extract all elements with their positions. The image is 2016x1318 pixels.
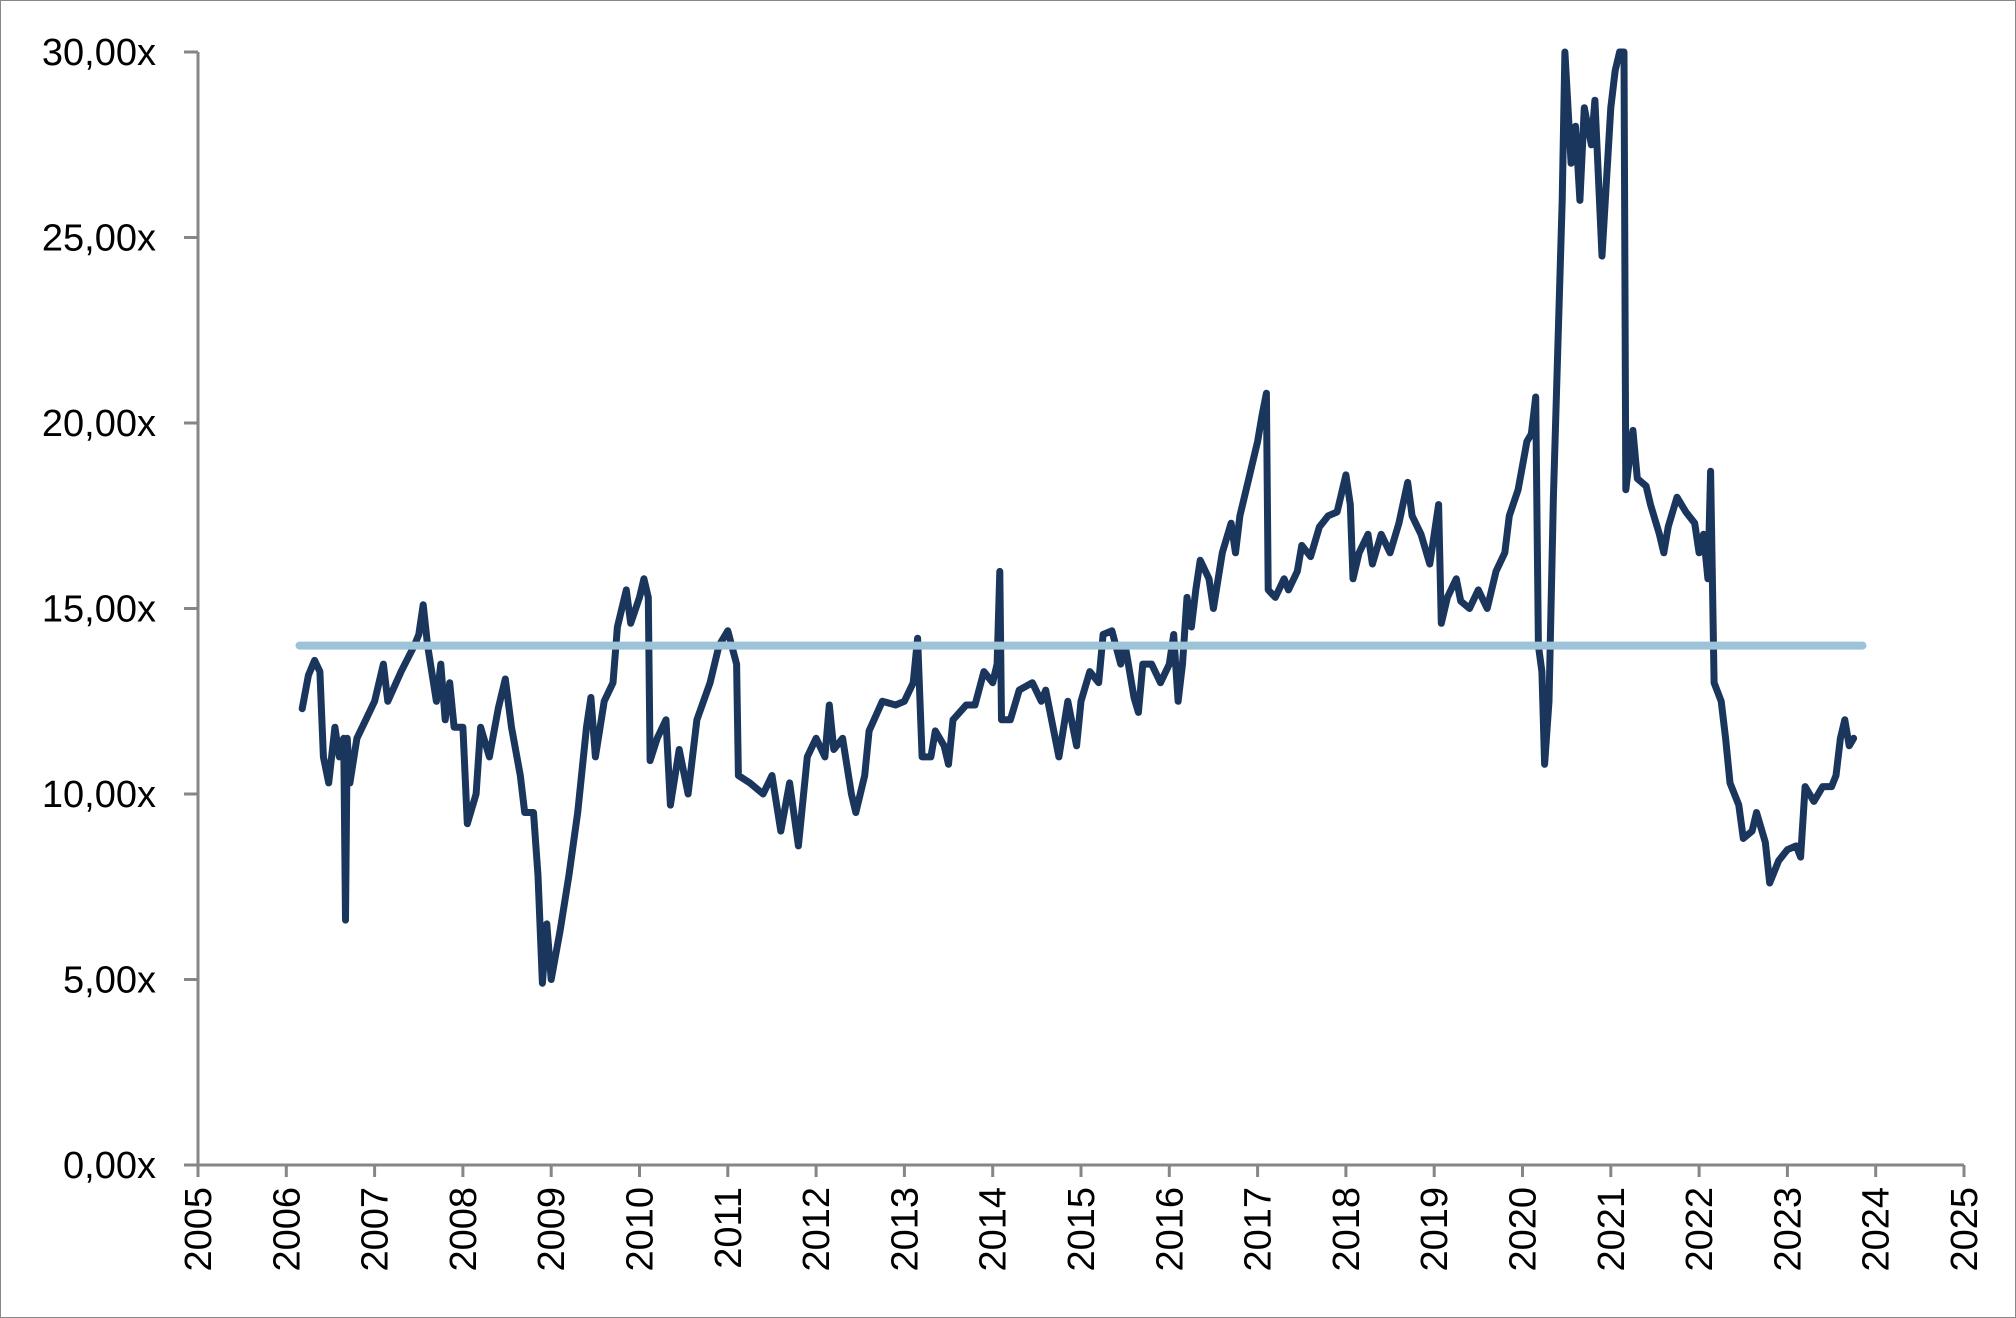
x-tick-label: 2008 xyxy=(443,1187,485,1272)
x-tick-label: 2013 xyxy=(884,1187,926,1272)
x-tick-label: 2024 xyxy=(1856,1187,1898,1272)
y-tick-label: 5,00x xyxy=(63,960,156,1002)
x-tick-label: 2016 xyxy=(1149,1187,1191,1272)
x-tick-label: 2007 xyxy=(355,1187,397,1272)
series-group xyxy=(295,48,1867,987)
series-line xyxy=(298,48,1858,987)
y-tick-label: 0,00x xyxy=(63,1145,156,1187)
y-tick-label: 25,00x xyxy=(42,218,156,260)
x-tick-label: 2005 xyxy=(178,1187,220,1272)
x-tick-label: 2022 xyxy=(1679,1187,1721,1272)
x-tick-label: 2010 xyxy=(620,1187,662,1272)
x-tick-label: 2011 xyxy=(708,1187,750,1269)
x-tick-label: 2021 xyxy=(1591,1187,1633,1272)
x-tick-label: 2012 xyxy=(796,1187,838,1272)
x-tick-label: 2015 xyxy=(1061,1187,1103,1272)
x-tick-label: 2020 xyxy=(1503,1187,1545,1272)
y-tick-label: 10,00x xyxy=(42,774,156,816)
y-tick-label: 30,00x xyxy=(42,32,156,74)
x-tick-label: 2006 xyxy=(266,1187,308,1272)
x-tick-label: 2025 xyxy=(1944,1187,1986,1272)
x-tick-label: 2009 xyxy=(531,1187,573,1272)
y-tick-label: 20,00x xyxy=(42,403,156,445)
x-tick-label: 2014 xyxy=(973,1187,1015,1272)
y-tick-label: 15,00x xyxy=(42,589,156,631)
x-tick-label: 2017 xyxy=(1238,1187,1280,1272)
axes: 0,00x 5,00x 10,00x 15,00x 20,00x 25,00x 30,00x… xyxy=(42,32,1986,1272)
x-tick-label: 2018 xyxy=(1326,1187,1368,1272)
x-tick-label: 2019 xyxy=(1414,1187,1456,1272)
x-tick-label: 2023 xyxy=(1767,1187,1809,1272)
